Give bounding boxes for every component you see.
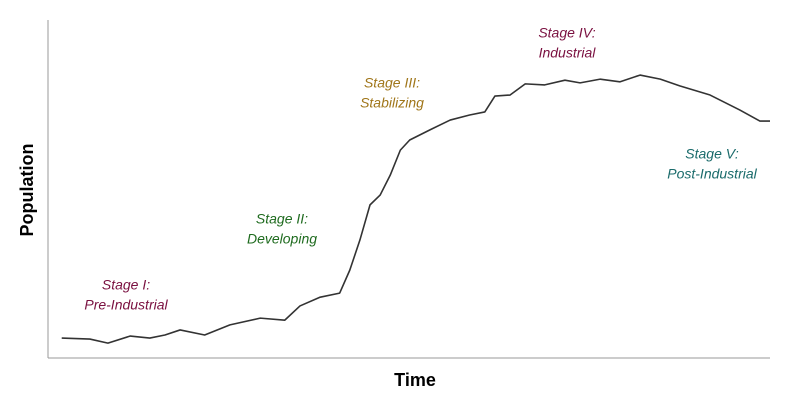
stage-label: Developing <box>247 231 317 247</box>
stage-label: Industrial <box>539 45 597 61</box>
x-axis-label: Time <box>394 370 436 390</box>
y-axis-label: Population <box>17 144 37 237</box>
stage-label: Stage V: <box>685 146 739 162</box>
stage-label: Stage III: <box>364 75 420 91</box>
stage-label: Stage I: <box>102 277 150 293</box>
stage-label: Stabilizing <box>360 95 424 111</box>
stage-label: Stage II: <box>256 211 308 227</box>
stage-label: Pre-Industrial <box>84 297 168 313</box>
population-line <box>61 74 770 344</box>
stage-label: Post-Industrial <box>667 166 757 182</box>
stage-label: Stage IV: <box>538 25 595 41</box>
